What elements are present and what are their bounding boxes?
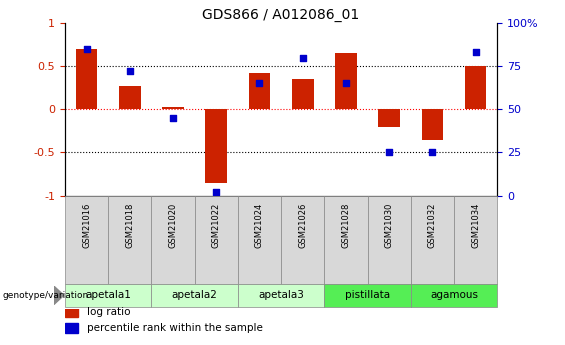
Bar <box>379 109 400 127</box>
Bar <box>65 196 108 284</box>
Bar <box>324 196 368 284</box>
Text: apetala1: apetala1 <box>85 290 131 300</box>
Bar <box>421 109 443 139</box>
Bar <box>108 196 151 284</box>
Text: apetala2: apetala2 <box>172 290 218 300</box>
Bar <box>324 284 411 307</box>
Bar <box>368 196 411 284</box>
Point <box>341 81 350 86</box>
Bar <box>411 196 454 284</box>
Bar <box>454 196 497 284</box>
Text: agamous: agamous <box>430 290 478 300</box>
Text: GSM21034: GSM21034 <box>471 203 480 248</box>
Bar <box>76 49 97 109</box>
Text: log ratio: log ratio <box>86 307 130 317</box>
Point <box>385 150 394 155</box>
Text: GSM21030: GSM21030 <box>385 203 394 248</box>
Polygon shape <box>54 286 64 305</box>
Point <box>125 69 134 74</box>
Text: percentile rank within the sample: percentile rank within the sample <box>86 323 263 333</box>
Bar <box>281 196 324 284</box>
Text: GSM21022: GSM21022 <box>212 203 221 248</box>
Point <box>255 81 264 86</box>
Bar <box>119 86 141 109</box>
Bar <box>65 284 151 307</box>
Point <box>298 55 307 60</box>
Bar <box>249 73 270 109</box>
Point <box>82 46 91 52</box>
Text: GSM21018: GSM21018 <box>125 203 134 248</box>
Bar <box>65 307 78 317</box>
Text: GSM21026: GSM21026 <box>298 203 307 248</box>
Point <box>428 150 437 155</box>
Bar <box>162 107 184 109</box>
Bar <box>194 196 238 284</box>
Point <box>212 189 221 195</box>
Bar <box>465 66 486 109</box>
Text: genotype/variation: genotype/variation <box>3 291 89 300</box>
Bar <box>65 323 78 333</box>
Text: GSM21020: GSM21020 <box>168 203 177 248</box>
Text: apetala3: apetala3 <box>258 290 304 300</box>
Bar <box>151 196 194 284</box>
Text: GSM21024: GSM21024 <box>255 203 264 248</box>
Text: GSM21016: GSM21016 <box>82 203 91 248</box>
Point <box>168 115 177 121</box>
Bar <box>151 284 238 307</box>
Point <box>471 50 480 55</box>
Bar <box>238 196 281 284</box>
Bar <box>292 79 314 109</box>
Text: pistillata: pistillata <box>345 290 390 300</box>
Bar <box>206 109 227 183</box>
Bar <box>335 53 357 109</box>
Title: GDS866 / A012086_01: GDS866 / A012086_01 <box>202 8 360 22</box>
Bar <box>238 284 324 307</box>
Text: GSM21032: GSM21032 <box>428 203 437 248</box>
Text: GSM21028: GSM21028 <box>341 203 350 248</box>
Bar <box>411 284 497 307</box>
